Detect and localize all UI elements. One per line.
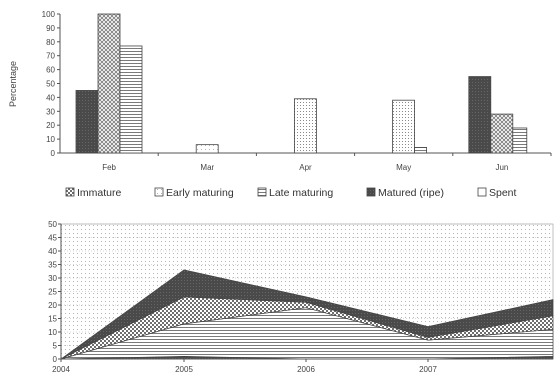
- legend-swatch: [477, 187, 487, 197]
- bar: [490, 113, 514, 154]
- y-tick-label: 50: [46, 80, 55, 89]
- y-tick-label: 0: [53, 355, 58, 364]
- y-axis-label: Percentage: [8, 61, 18, 107]
- y-tick-label: 0: [51, 149, 56, 158]
- y-tick-label: 20: [46, 121, 55, 130]
- bar: [392, 99, 416, 154]
- y-tick-label: 10: [46, 135, 55, 144]
- bar: [97, 13, 121, 154]
- bar: [414, 147, 428, 154]
- y-tick-label: 40: [48, 247, 57, 256]
- y-tick-label: 15: [48, 315, 57, 324]
- x-tick-label: Apr: [299, 163, 312, 172]
- x-tick-label: Feb: [102, 163, 116, 172]
- bar-chart: Percentage 0 10 20 30 40 50 60 70 80 90 100 Feb Mar A…: [8, 10, 552, 172]
- x-tick-label: 2006: [297, 365, 315, 374]
- y-tick-label: 70: [46, 52, 55, 61]
- y-tick-label: 50: [48, 220, 57, 229]
- legend-swatch: [366, 187, 376, 197]
- x-tick-label: Jun: [495, 163, 508, 172]
- y-tick-label: 25: [48, 288, 57, 297]
- y-tick-label: 35: [48, 261, 57, 270]
- bar: [119, 45, 143, 154]
- x-tick-label: 2005: [175, 365, 193, 374]
- y-tick-label: 100: [42, 10, 56, 19]
- x-tick-label: Mar: [200, 163, 214, 172]
- legend-item-label: Early maturing: [166, 187, 234, 199]
- y-tick-label: 20: [48, 301, 57, 310]
- y-tick-label: 30: [46, 107, 55, 116]
- bar: [468, 76, 492, 154]
- area-series: [60, 269, 554, 360]
- legend-swatch: [257, 187, 267, 197]
- bar: [75, 90, 99, 154]
- bar: [293, 98, 317, 154]
- y-tick-label: 10: [48, 328, 57, 337]
- x-tick-label: 2004: [52, 365, 70, 374]
- legend-item-label: Spent: [489, 187, 517, 199]
- legend-swatch: [154, 187, 164, 197]
- y-tick-label: 5: [53, 342, 58, 351]
- bar: [195, 144, 219, 154]
- bar: [512, 127, 528, 154]
- legend-swatch: [65, 187, 75, 197]
- area-chart: 0 5 10 15 20 25 30 35 40 45 50 2004 2005 2006 2007: [48, 220, 554, 374]
- legend-item-label: Immature: [77, 187, 122, 199]
- y-tick-label: 30: [48, 274, 57, 283]
- legend-item-label: Matured (ripe): [378, 187, 444, 199]
- y-tick-label: 45: [48, 234, 57, 243]
- legend-item-label: Late maturing: [269, 187, 333, 199]
- y-tick-label: 90: [46, 24, 55, 33]
- y-tick-label: 40: [46, 93, 55, 102]
- legend: Immature Early maturing Late maturing Matur…: [65, 187, 517, 199]
- x-tick-label: 2007: [419, 365, 437, 374]
- x-tick-label: May: [396, 163, 411, 172]
- y-tick-label: 80: [46, 38, 55, 47]
- y-tick-label: 60: [46, 66, 55, 75]
